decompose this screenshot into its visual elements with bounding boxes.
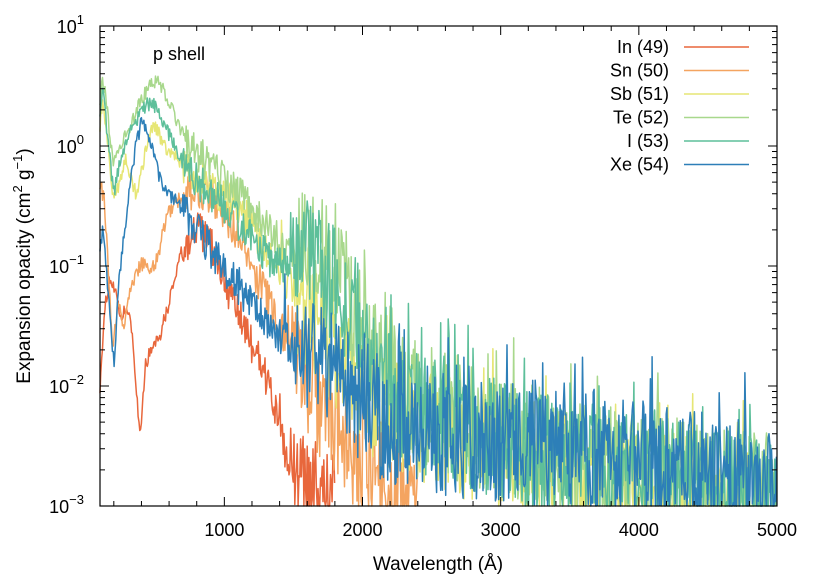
x-tick-label: 1000 (204, 520, 244, 540)
y-axis-label-sup2: −1 (10, 155, 25, 170)
legend-label: I (53) (627, 131, 669, 151)
y-tick-label: 10−1 (49, 252, 84, 277)
legend-label: Te (52) (613, 108, 669, 128)
x-tick-label: 3000 (481, 520, 521, 540)
series-line-6 (99, 116, 778, 507)
y-axis-label-prefix: Expansion opacity (cm (14, 193, 35, 384)
legend-label: Xe (54) (610, 155, 669, 175)
y-axis-label-mid: g (14, 169, 35, 185)
x-axis-label: Wavelength (Å) (373, 554, 503, 575)
annotation: p shell (153, 44, 205, 64)
y-tick-label: 100 (57, 132, 84, 157)
y-tick-label: 10−3 (49, 492, 84, 517)
legend: In (49) Sn (50) Sb (51) Te (52) I (53) Xe (54… (610, 37, 749, 175)
x-tick-label: 5000 (757, 520, 797, 540)
series-line-5 (99, 87, 778, 507)
x-tick-label: 4000 (619, 520, 659, 540)
x-tick-label: 2000 (342, 520, 382, 540)
y-axis-label-suffix: ) (14, 148, 35, 154)
y-axis-label-sup1: 2 (10, 185, 25, 192)
y-axis-label: Expansion opacity (cm2 g−1) (10, 148, 35, 383)
legend-label: Sn (50) (610, 61, 669, 81)
legend-label: Sb (51) (610, 84, 669, 104)
y-tick-label: 101 (57, 12, 84, 37)
y-tick-label: 10−2 (49, 372, 84, 397)
series-layer (99, 75, 778, 507)
ticks-layer: 1000 2000 3000 4000 5000 101 100 10−1 10−2 10−3 (49, 12, 797, 540)
legend-label: In (49) (617, 37, 669, 57)
